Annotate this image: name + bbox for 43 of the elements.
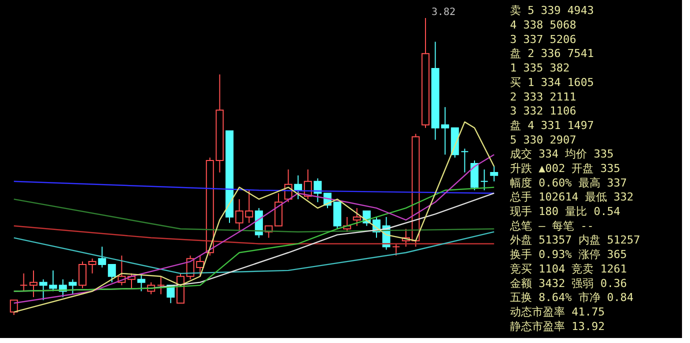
text: 5 330 2907 [510,133,576,146]
candlestick [98,246,106,268]
candlestick [10,300,18,316]
candlestick [470,160,478,191]
text: 总手 102614 最低 332 [509,190,634,204]
text: 3 337 5206 [510,32,576,46]
annotation: 3.82 [432,7,456,18]
candlestick [254,208,263,238]
text: 盘 2 336 7541 [510,47,594,60]
text: 2 333 2111 [510,90,576,104]
text: 1 335 382 [510,62,570,75]
text: 总笔 — 每笔 -- [509,219,594,232]
text: 盘 4 331 1497 [510,118,594,132]
text: 卖 5 339 4943 [510,4,594,18]
text: 金额 3432 强弱 0.36 [510,276,627,290]
candlestick [88,258,96,274]
text: 外盘 51357 内盘 51257 [510,234,640,247]
candlestick [20,272,28,292]
text: 竞买 1104 竞卖 1261 [510,262,627,276]
candlestick [480,168,488,191]
text: 4 338 5068 [510,18,576,32]
candlestick [314,178,322,203]
text: 成交 334 均价 335 [510,148,614,161]
candlestick [78,261,86,289]
candlestick [490,166,498,182]
candlestick [274,192,282,226]
text: 换手 0.93% 涨停 365 [510,248,627,262]
text: 五换 8.64% 市净 0.84 [510,291,634,304]
candlestick [137,272,146,292]
candlestick [333,202,342,230]
text: 买 1 334 1605 [510,76,594,89]
candlestick [30,270,38,298]
candlestick [352,208,361,226]
candlestick [392,243,400,256]
candlestick [156,276,165,295]
text: 动态市盈率 41.75 [510,305,605,318]
text: 静态市盈率 13.92 [510,320,605,333]
candlestick [460,148,469,173]
text: 幅度 0.60% 最高 337 [510,176,627,190]
text: 现手 180 量比 0.54 [510,205,621,218]
text: 3 332 1106 [510,104,576,118]
text: 升跌 ▲002 开盘 335 [510,162,620,175]
candlestick [108,264,116,283]
